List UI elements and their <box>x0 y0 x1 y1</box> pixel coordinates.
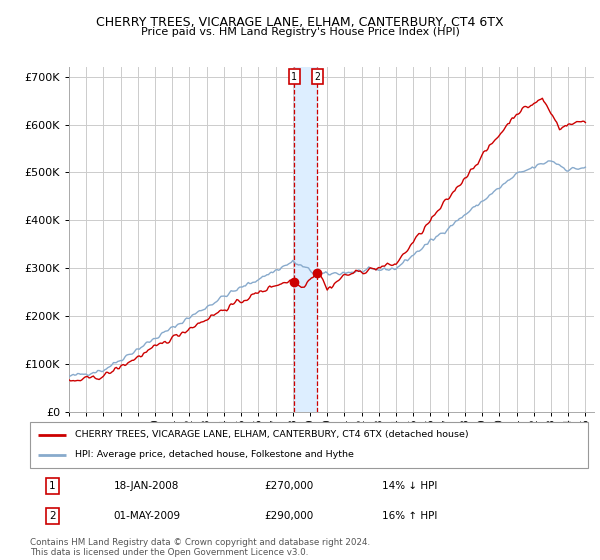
FancyBboxPatch shape <box>30 422 588 468</box>
Bar <box>294 67 317 412</box>
Text: CHERRY TREES, VICARAGE LANE, ELHAM, CANTERBURY, CT4 6TX (detached house): CHERRY TREES, VICARAGE LANE, ELHAM, CANT… <box>74 430 468 439</box>
Text: £270,000: £270,000 <box>265 481 314 491</box>
Text: 16% ↑ HPI: 16% ↑ HPI <box>382 511 437 521</box>
Text: 01-MAY-2009: 01-MAY-2009 <box>114 511 181 521</box>
Text: CHERRY TREES, VICARAGE LANE, ELHAM, CANTERBURY, CT4 6TX: CHERRY TREES, VICARAGE LANE, ELHAM, CANT… <box>96 16 504 29</box>
Text: HPI: Average price, detached house, Folkestone and Hythe: HPI: Average price, detached house, Folk… <box>74 450 353 459</box>
Text: Contains HM Land Registry data © Crown copyright and database right 2024.: Contains HM Land Registry data © Crown c… <box>30 538 370 547</box>
Text: £290,000: £290,000 <box>265 511 314 521</box>
Text: 1: 1 <box>291 72 297 82</box>
Text: 1: 1 <box>49 481 56 491</box>
Text: This data is licensed under the Open Government Licence v3.0.: This data is licensed under the Open Gov… <box>30 548 308 557</box>
Text: 18-JAN-2008: 18-JAN-2008 <box>114 481 179 491</box>
Text: 2: 2 <box>49 511 56 521</box>
Text: Price paid vs. HM Land Registry's House Price Index (HPI): Price paid vs. HM Land Registry's House … <box>140 27 460 37</box>
Text: 2: 2 <box>314 72 320 82</box>
Text: 14% ↓ HPI: 14% ↓ HPI <box>382 481 437 491</box>
